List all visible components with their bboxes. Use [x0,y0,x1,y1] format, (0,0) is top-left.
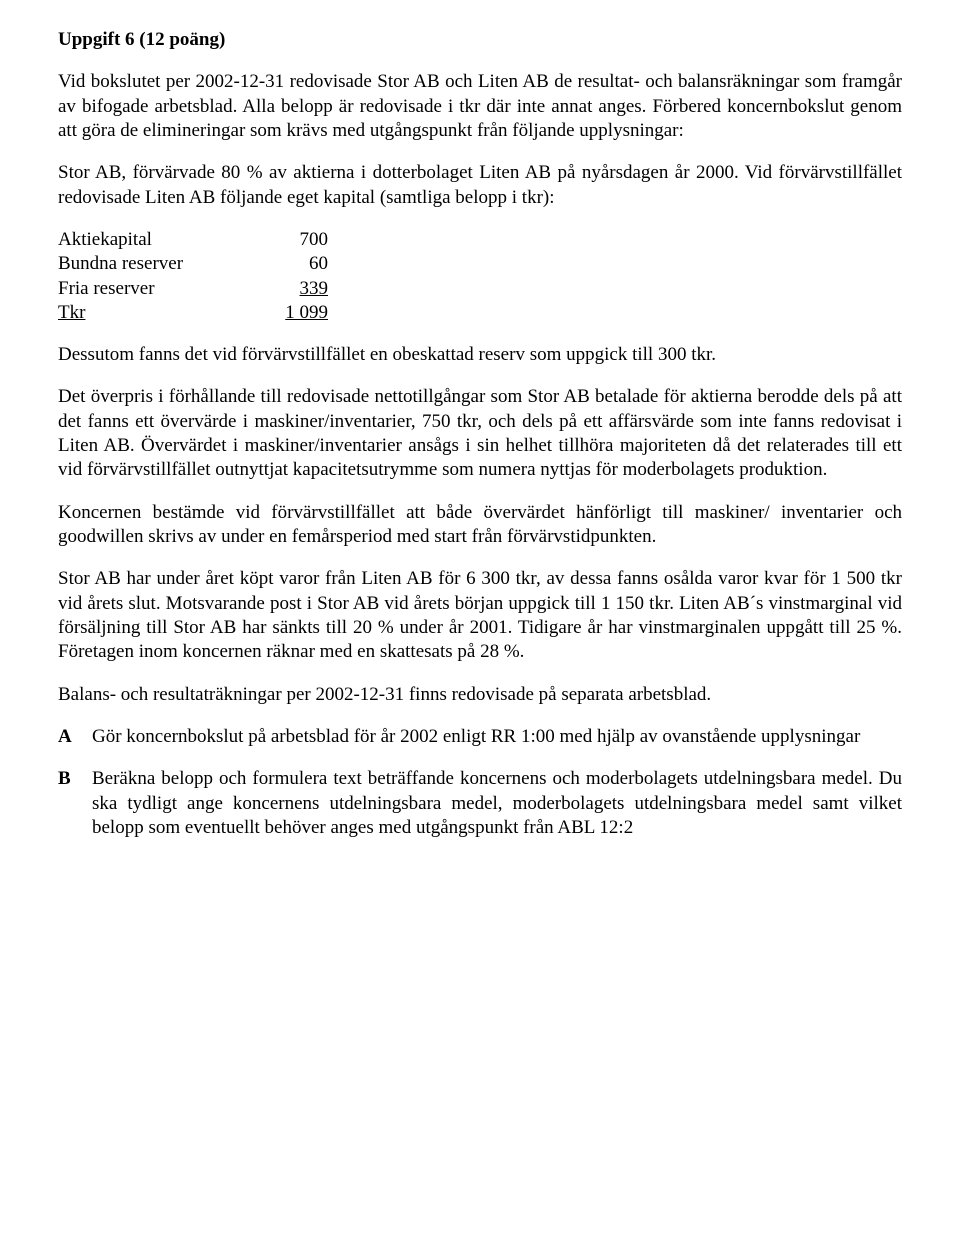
paragraph-acquisition: Stor AB, förvärvade 80 % av aktierna i d… [58,161,902,210]
equity-label: Fria reserver [58,277,258,301]
document-page: Uppgift 6 (12 poäng) Vid bokslutet per 2… [0,0,960,1252]
equity-label: Aktiekapital [58,228,258,252]
task-heading: Uppgift 6 (12 poäng) [58,28,902,52]
equity-sum-label: Tkr [58,301,258,325]
paragraph-overprice: Det överpris i förhållande till redovisa… [58,385,902,482]
equity-value: 700 [258,228,328,252]
equity-label: Bundna reserver [58,252,258,276]
paragraph-depreciation: Koncernen bestämde vid förvärvstillfälle… [58,501,902,550]
equity-value: 60 [258,252,328,276]
equity-table: Aktiekapital 700 Bundna reserver 60 Fria… [58,228,328,325]
paragraph-untaxed-reserve: Dessutom fanns det vid förvärvstillfälle… [58,343,902,367]
equity-sum-value: 1 099 [258,301,328,325]
table-row: Aktiekapital 700 [58,228,328,252]
table-row: Bundna reserver 60 [58,252,328,276]
equity-value: 339 [258,277,328,301]
question-letter: A [58,725,92,749]
question-text: Beräkna belopp och formulera text beträf… [92,767,902,840]
paragraph-worksheets: Balans- och resultaträkningar per 2002-1… [58,683,902,707]
paragraph-intro: Vid bokslutet per 2002-12-31 redovisade … [58,70,902,143]
question-b: B Beräkna belopp och formulera text betr… [58,767,902,840]
question-letter: B [58,767,92,840]
table-sum-row: Tkr 1 099 [58,301,328,325]
table-row: Fria reserver 339 [58,277,328,301]
question-text: Gör koncernbokslut på arbetsblad för år … [92,725,902,749]
question-a: A Gör koncernbokslut på arbetsblad för å… [58,725,902,749]
paragraph-intercompany: Stor AB har under året köpt varor från L… [58,567,902,664]
